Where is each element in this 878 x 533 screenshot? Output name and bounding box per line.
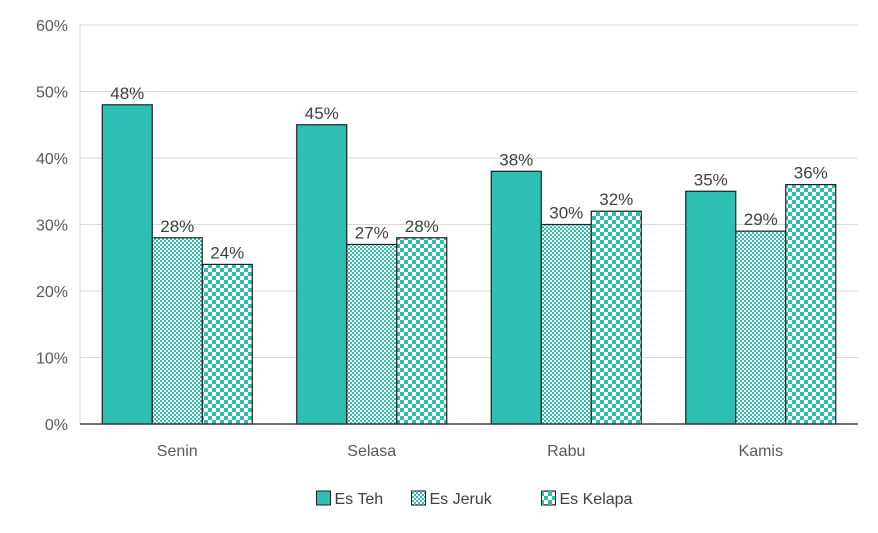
data-label: 36% <box>794 164 828 183</box>
legend-label: Es Kelapa <box>560 491 633 508</box>
x-tick-label: Rabu <box>547 443 585 460</box>
bar <box>346 243 398 425</box>
data-label: 48% <box>110 84 144 103</box>
y-axis: 0% 10% 20% 30% 40% 50% 60% <box>36 18 81 434</box>
legend-swatch <box>541 490 556 506</box>
x-tick-label: Kamis <box>739 443 783 460</box>
data-label: 32% <box>599 190 633 209</box>
y-tick-label: 60% <box>36 18 68 35</box>
legend: Es Teh Es Jeruk Es Kelapa <box>316 490 633 508</box>
x-axis: Senin Selasa Rabu Kamis <box>80 423 858 460</box>
data-label: 45% <box>305 104 339 123</box>
bar <box>296 124 348 425</box>
legend-label: Es Jeruk <box>430 491 493 508</box>
bar <box>396 237 448 425</box>
data-labels: 48% 28% 24% 45% 27% 28% 38% 30% 32% 35% 29% 36% <box>110 84 828 263</box>
data-label: 28% <box>160 217 194 236</box>
data-label: 35% <box>694 170 728 189</box>
legend-label: Es Teh <box>335 491 384 508</box>
data-label: 29% <box>744 210 778 229</box>
bar <box>101 104 153 425</box>
bar <box>685 190 737 425</box>
x-tick-label: Selasa <box>347 443 396 460</box>
y-tick-label: 30% <box>36 218 68 235</box>
data-label: 38% <box>499 150 533 169</box>
legend-swatch <box>411 490 426 506</box>
bar <box>201 263 253 425</box>
y-tick-label: 10% <box>36 351 68 368</box>
bar <box>735 230 787 425</box>
bar <box>590 210 642 425</box>
bars <box>101 104 837 425</box>
y-tick-label: 50% <box>36 85 68 102</box>
data-label: 24% <box>210 243 244 262</box>
x-tick-label: Senin <box>157 443 198 460</box>
y-tick-label: 20% <box>36 284 68 301</box>
data-label: 27% <box>355 223 389 242</box>
legend-swatch <box>316 490 331 506</box>
bar <box>490 170 542 425</box>
bar <box>540 223 592 425</box>
y-tick-label: 0% <box>45 417 68 434</box>
bar <box>785 184 837 425</box>
data-label: 30% <box>549 204 583 223</box>
data-label: 28% <box>405 217 439 236</box>
bar <box>151 237 203 425</box>
y-tick-label: 40% <box>36 151 68 168</box>
